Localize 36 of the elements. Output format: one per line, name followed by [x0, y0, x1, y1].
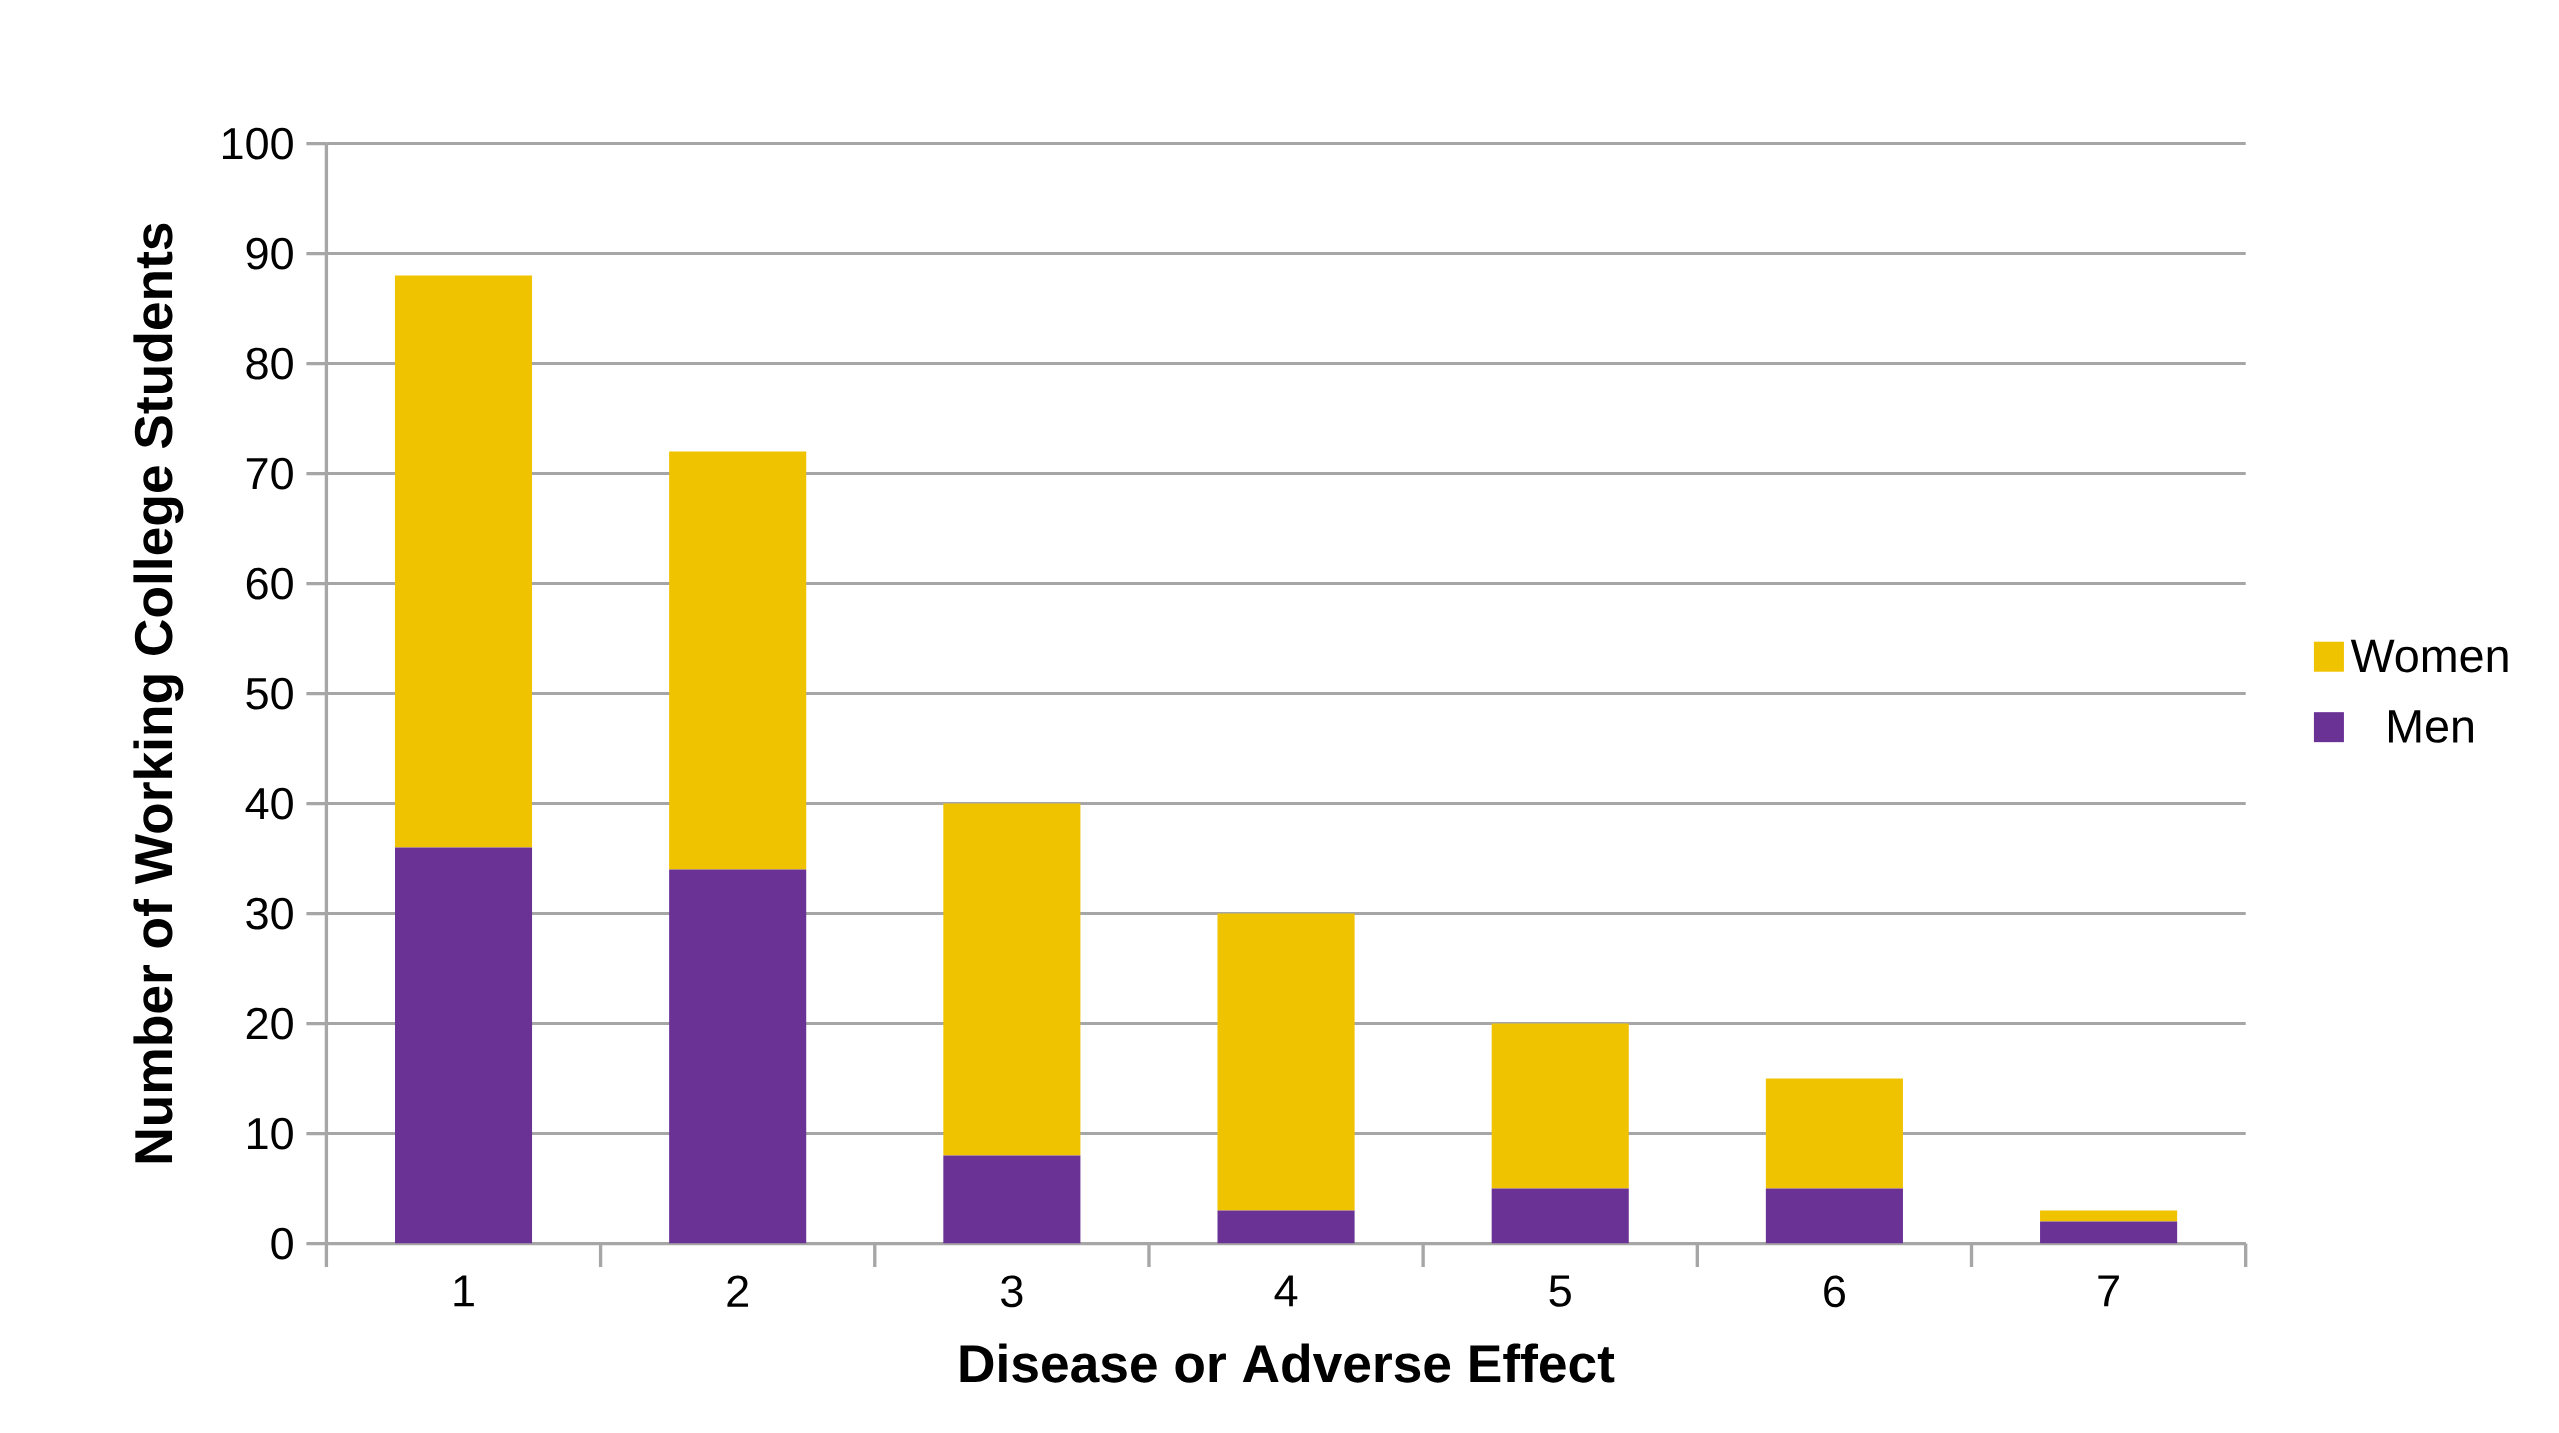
- y-tick-label: 70: [246, 457, 293, 490]
- bar: [669, 869, 807, 1244]
- y-tick-label: 10: [248, 1117, 293, 1150]
- y-tick-label: 50: [246, 677, 293, 710]
- bar: [1491, 1188, 1629, 1244]
- bar: [943, 1155, 1081, 1244]
- y-tick-label: 30: [246, 897, 293, 930]
- bar: [394, 847, 533, 1244]
- bar: [669, 451, 807, 870]
- bar: [943, 803, 1081, 1156]
- x-tick-label: 5: [1549, 1275, 1571, 1307]
- x-tick-label: 3: [1001, 1275, 1023, 1308]
- bar: [394, 275, 533, 848]
- bar: [1491, 1023, 1629, 1189]
- y-axis-title: Number of Working College Students: [133, 223, 184, 1163]
- y-tick-label: 20: [246, 1007, 293, 1040]
- x-tick-label: 6: [1824, 1275, 1845, 1308]
- bar: [1765, 1188, 1903, 1244]
- y-tick-label: 40: [245, 787, 293, 820]
- x-tick-label: 2: [727, 1275, 748, 1307]
- y-tick-label: 100: [223, 127, 293, 160]
- x-axis-title: Disease or Adverse Effect: [960, 1343, 1615, 1383]
- x-tick-label: 4: [1274, 1275, 1298, 1307]
- bar: [2040, 1210, 2178, 1222]
- x-tick-label: 7: [2098, 1275, 2119, 1307]
- bar: [2040, 1221, 2178, 1244]
- bar: [1217, 1210, 1355, 1244]
- x-tick-label: 1: [454, 1275, 474, 1307]
- y-tick-label: 80: [246, 347, 293, 380]
- y-tick-label: 60: [246, 567, 293, 600]
- legend-label: Men: [2388, 710, 2473, 743]
- y-tick-label: 90: [246, 237, 293, 270]
- legend-label: Women: [2350, 639, 2508, 673]
- y-tick-label: 0: [271, 1227, 293, 1260]
- bar: [1217, 913, 1355, 1211]
- bar: [1765, 1078, 1903, 1189]
